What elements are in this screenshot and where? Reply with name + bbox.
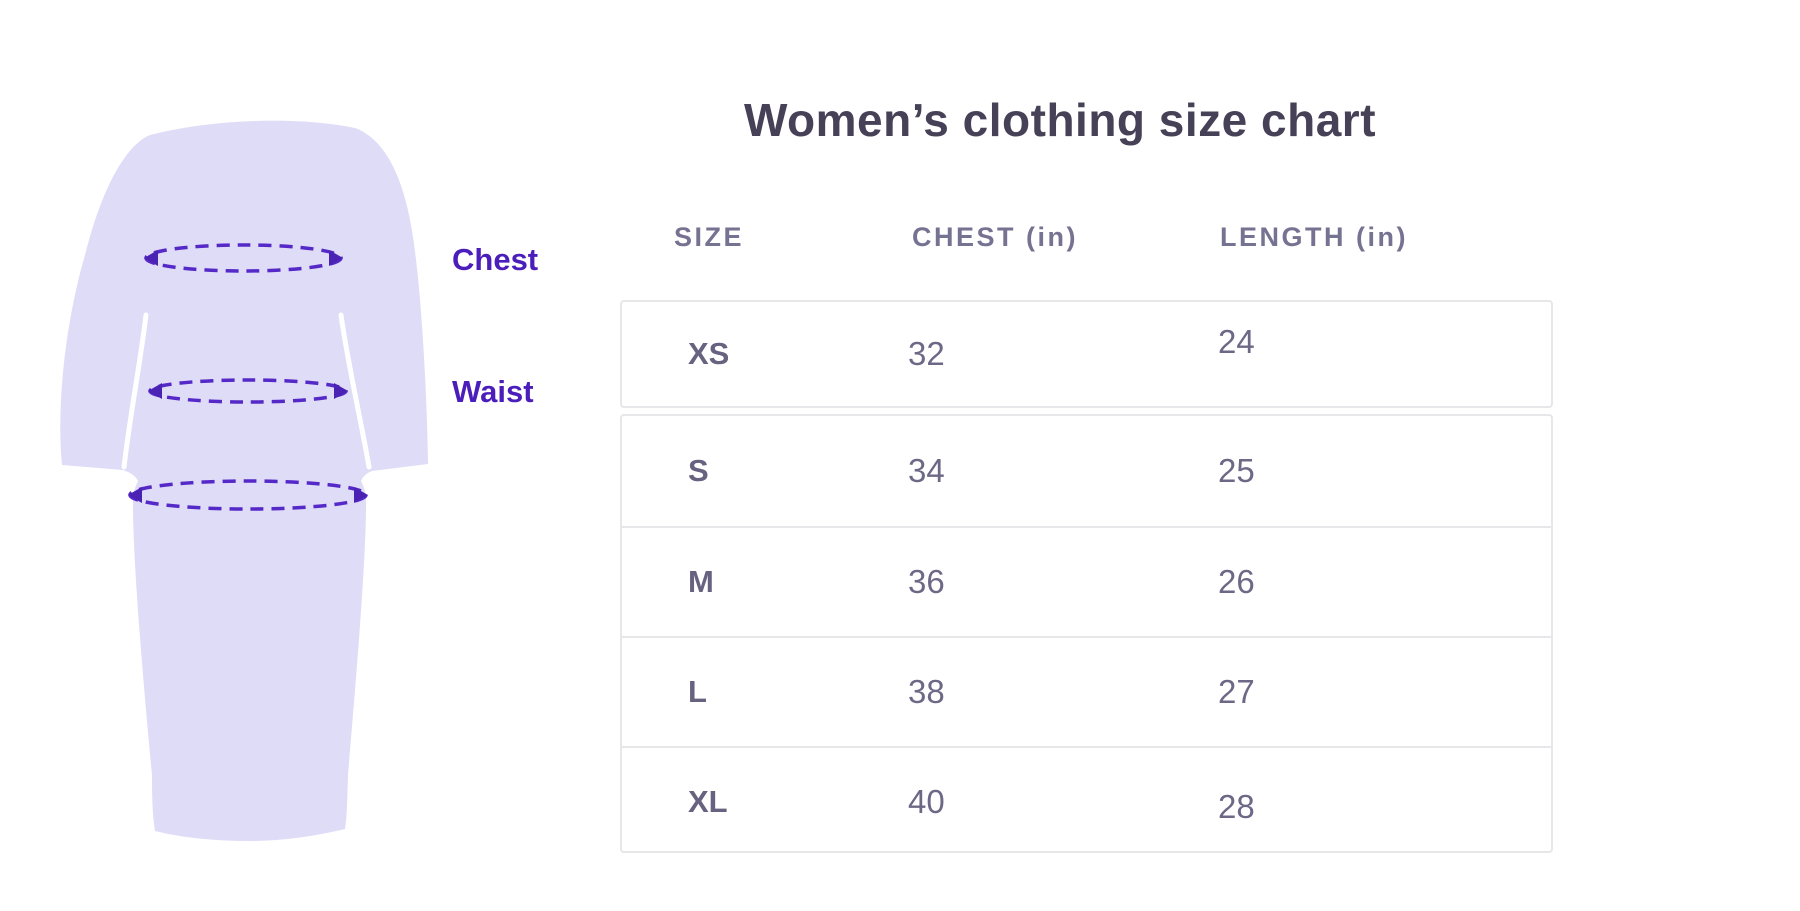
cell-chest: 36 [908, 563, 945, 600]
right-sleeve-gap [338, 312, 372, 470]
cell-size: M [688, 564, 714, 599]
cell-length: 26 [1218, 563, 1255, 600]
cell-chest: 34 [908, 452, 945, 489]
size-table-row-box-xs: XS 32 24 [620, 300, 1553, 408]
page-title: Women’s clothing size chart [743, 94, 1377, 146]
cell-length: 25 [1218, 452, 1255, 489]
table-row: XS 32 24 [622, 302, 1551, 406]
dress-illustration [60, 120, 429, 842]
table-row: XL 40 28 [622, 746, 1551, 856]
cell-chest: 40 [908, 783, 945, 820]
cell-size: L [688, 674, 707, 709]
cell-length: 27 [1218, 673, 1255, 710]
left-sleeve-gap [121, 312, 149, 470]
column-header-chest: CHEST (in) [912, 222, 1078, 252]
cell-length: 28 [1218, 788, 1255, 825]
cell-size: S [688, 453, 709, 488]
cell-chest: 32 [908, 335, 945, 372]
chest-label: Chest [452, 242, 539, 277]
table-row: S 34 25 [622, 416, 1551, 526]
table-row: M 36 26 [622, 526, 1551, 636]
cell-size: XL [688, 784, 728, 819]
column-header-size: SIZE [674, 222, 745, 252]
column-header-length: LENGTH (in) [1220, 222, 1408, 252]
cell-length: 24 [1218, 323, 1255, 360]
cell-chest: 38 [908, 673, 945, 710]
waist-label: Waist [452, 374, 534, 409]
measure-arrowheads [128, 250, 368, 503]
cell-size: XS [688, 336, 730, 371]
size-table-row-box-main: S 34 25 M 36 26 L 38 27 XL 40 28 [620, 414, 1553, 853]
table-row: L 38 27 [622, 636, 1551, 746]
